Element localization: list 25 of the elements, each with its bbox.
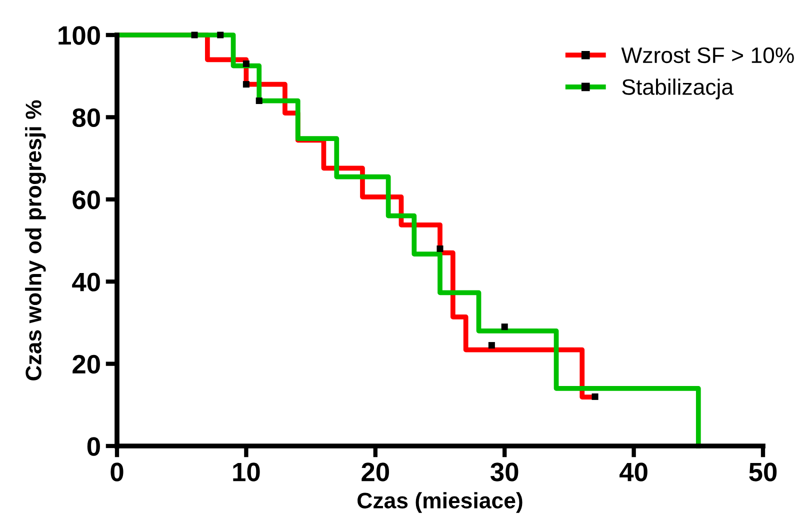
x-tick-label: 50 xyxy=(749,462,777,482)
x-axis-title: Czas (miesiace) xyxy=(358,492,522,513)
x-tick-label: 20 xyxy=(362,462,389,482)
point xyxy=(242,60,250,68)
y-axis-title: Czas wolny od progresji % xyxy=(25,100,46,380)
x-tick-label: 10 xyxy=(233,462,260,482)
point xyxy=(256,98,262,104)
point xyxy=(217,32,224,38)
legend-label: Wzrost SF > 10% xyxy=(621,47,794,64)
point xyxy=(488,342,495,349)
y-tick-label: 60 xyxy=(72,190,100,210)
point xyxy=(436,245,444,252)
legend-label: Stabilizacja xyxy=(622,78,734,100)
y-tick-label: 100 xyxy=(58,26,100,45)
point xyxy=(592,393,598,400)
x-tick-label: 30 xyxy=(490,462,518,482)
y-tick-label: 40 xyxy=(72,272,100,292)
point xyxy=(191,32,198,38)
point xyxy=(242,81,250,88)
y-tick-label: 80 xyxy=(72,108,100,128)
x-tick-label: 40 xyxy=(620,462,648,482)
y-tick-label: 0 xyxy=(87,437,100,456)
x-tick-label: 0 xyxy=(110,462,124,482)
y-tick-label: 20 xyxy=(72,354,100,374)
point xyxy=(501,324,508,330)
